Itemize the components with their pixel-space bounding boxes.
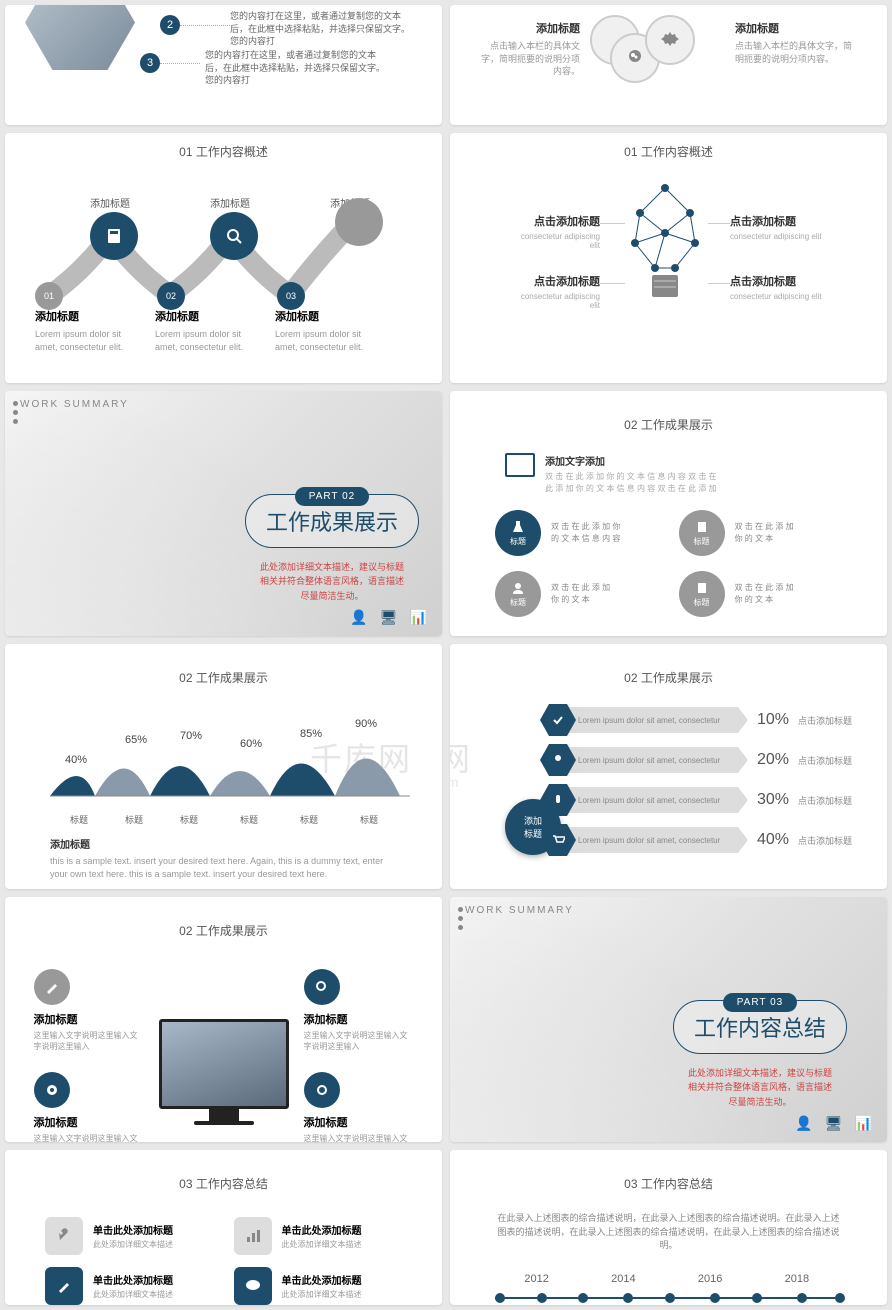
chart-icon: 📊 <box>410 609 427 626</box>
monitor-icon: 🖥 <box>825 1115 843 1132</box>
refresh-icon <box>304 1072 340 1108</box>
person-icon: 标题 <box>495 571 541 617</box>
slide-triangle-chart: 02 工作成果展示 40% 65% 70% 60% 85% 90% 标题 标题 … <box>5 644 442 889</box>
slide-title: 02 工作成果展示 <box>465 406 872 443</box>
calc-icon <box>90 212 138 260</box>
work-summary-label: WORK SUMMARY <box>465 905 574 916</box>
text-line-2: 您的内容打在这里，或者通过复制您的文本后，在此框中选择粘贴，并选择只保留文字。您… <box>205 49 385 87</box>
left-desc: 点击输入本栏的具体文字，简明扼要的说明分项内容。 <box>480 40 580 78</box>
text-line-1: 您的内容打在这里，或者通过复制您的文本后，在此框中选择粘贴，并选择只保留文字。您… <box>230 10 410 48</box>
wrench-icon <box>45 1217 83 1255</box>
zoom-icon <box>304 969 340 1005</box>
slide-title: 02 工作成果展示 <box>20 912 427 949</box>
slide-title: 03 工作内容总结 <box>465 1165 872 1202</box>
slide-monitor-icons: 02 工作成果展示 添加标题这里输入文字说明这里输入文字说明这里输入 添加标题这… <box>5 897 442 1142</box>
slide-part-02-divider: WORK SUMMARY PART 02 工作成果展示 此处添加详细文本描述，建… <box>5 391 442 636</box>
slide-grid: 2 3 您的内容打在这里，或者通过复制您的文本后，在此框中选择粘贴，并选择只保留… <box>5 5 887 1305</box>
monitor-icon: 🖥 <box>380 609 398 626</box>
slide-hex-rows: 02 工作成果展示 添加 标题 Lorem ipsum dolor sit am… <box>450 644 887 889</box>
slide-icon-list: 03 工作内容总结 单击此处添加标题此处添加详细文本描述 单击此处添加标题此处添… <box>5 1150 442 1305</box>
right-title: 添加标题 <box>735 20 855 36</box>
monitor-icon <box>505 453 535 477</box>
timeline: 2012 2014 2016 2018 <box>495 1273 842 1306</box>
slide-title: 03 工作内容总结 <box>20 1165 427 1202</box>
pen-icon <box>34 969 70 1005</box>
triangle-chart: 40% 65% 70% 60% 85% 90% 标题 标题 标题 标题 标题 标… <box>50 706 397 826</box>
slide-part-03-divider: WORK SUMMARY PART 03 工作内容总结 此处添加详细文本描述，建… <box>450 897 887 1142</box>
doc-icon: 标题 <box>679 571 725 617</box>
section-sub: 此处添加详细文本描述，建议与标题 相关并符合整体语言风格，语言描述 尽量简洁生动… <box>245 560 419 603</box>
right-desc: 点击输入本栏的具体文字，简明扼要的说明分项内容。 <box>735 40 855 65</box>
slide-two-circles: 添加标题 点击输入本栏的具体文字，简明扼要的说明分项内容。 添加标题 点击输入本… <box>450 5 887 125</box>
hexagon-image <box>25 5 135 70</box>
chart-icon: 📊 <box>855 1115 872 1132</box>
search-icon <box>210 212 258 260</box>
monitor-image <box>159 1019 289 1125</box>
section-sub: 此处添加详细文本描述，建议与标题 相关并符合整体语言风格，语言描述 尽量简洁生动… <box>673 1066 847 1109</box>
part-pill: PART 02 <box>295 487 369 506</box>
gear-icon <box>34 1072 70 1108</box>
timeline-desc: 在此录入上述图表的综合描述说明，在此录入上述图表的综合描述说明。在此录入上述图表… <box>495 1212 842 1253</box>
clipboard-icon: 标题 <box>679 510 725 556</box>
dot-gray <box>335 198 383 246</box>
flask-icon: 标题 <box>495 510 541 556</box>
badge-2: 2 <box>160 15 180 35</box>
slide-timeline-dots: 01 工作内容概述 添加标题 添加标题 添加标题 01 02 03 添加标题Lo… <box>5 133 442 383</box>
speech-icon <box>234 1267 272 1305</box>
slide-title: 02 工作成果展示 <box>465 659 872 696</box>
slide-year-timeline: 03 工作内容总结 在此录入上述图表的综合描述说明，在此录入上述图表的综合描述说… <box>450 1150 887 1305</box>
person-icon: 👤 <box>350 609 367 626</box>
slide-title: 01 工作内容概述 <box>5 133 442 170</box>
part-pill: PART 03 <box>723 993 797 1012</box>
gear-icon <box>645 15 695 65</box>
slide-hexagon-list: 2 3 您的内容打在这里，或者通过复制您的文本后，在此框中选择粘贴，并选择只保留… <box>5 5 442 125</box>
slide-icon-grid: 02 工作成果展示 添加文字添加双 击 在 此 添 加 你 的 文 本 信 息 … <box>450 391 887 636</box>
pencil-icon <box>45 1267 83 1305</box>
lightbulb-icon <box>620 183 710 333</box>
person-icon: 👤 <box>795 1115 812 1132</box>
slide-title: 02 工作成果展示 <box>20 659 427 696</box>
work-summary-label: WORK SUMMARY <box>20 399 129 410</box>
slide-lightbulb: 01 工作内容概述 点击添加标题consectetur adipiscing e… <box>450 133 887 383</box>
bars-icon <box>234 1217 272 1255</box>
badge-3: 3 <box>140 53 160 73</box>
left-title: 添加标题 <box>480 20 580 36</box>
slide-title: 01 工作内容概述 <box>450 133 887 170</box>
